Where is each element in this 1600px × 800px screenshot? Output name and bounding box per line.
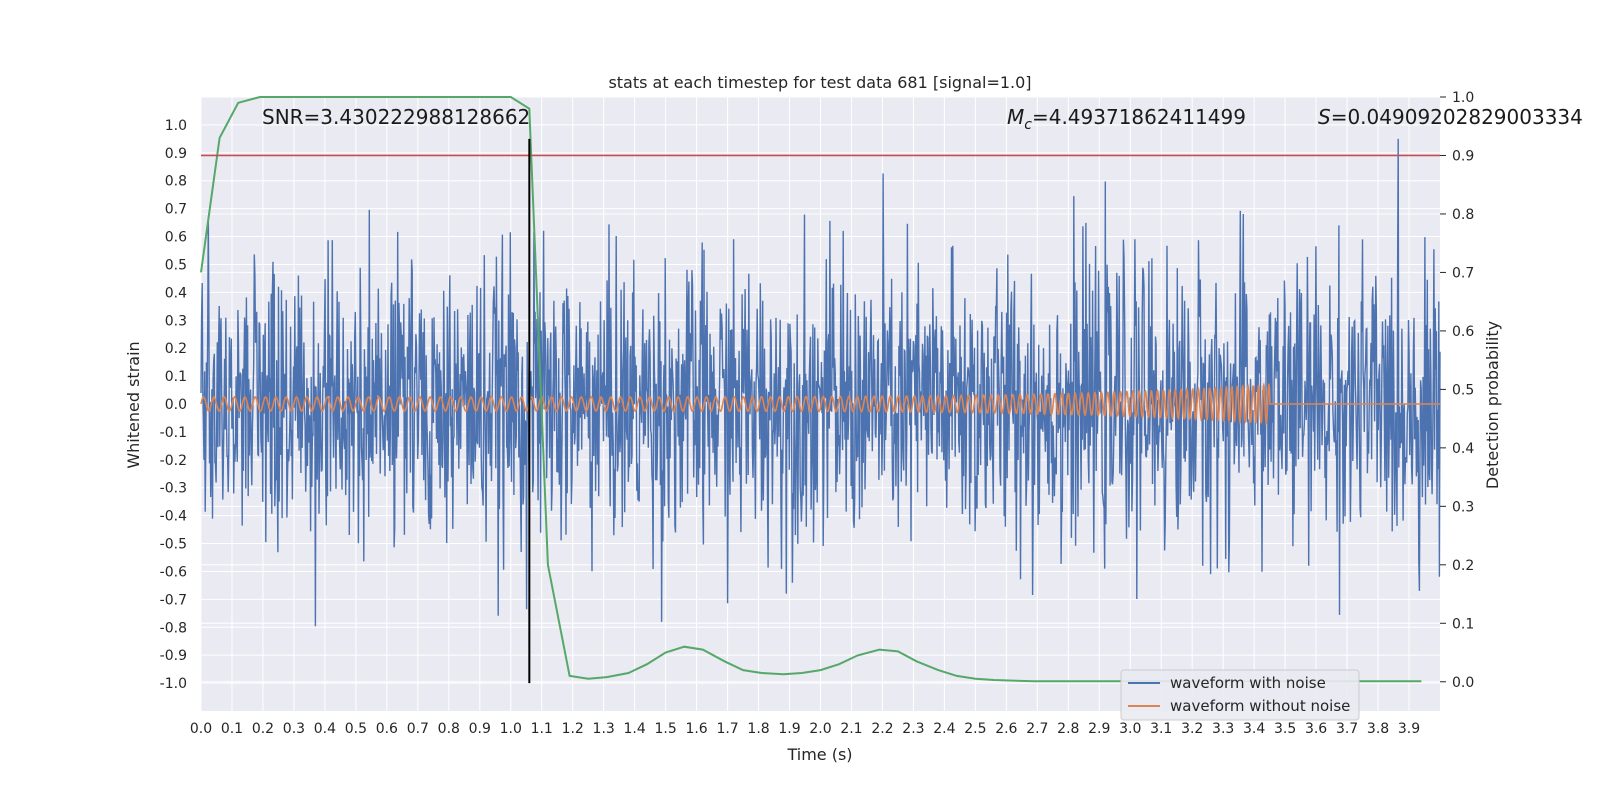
y-axis-label: Whitened strain	[124, 341, 143, 468]
y2-tick-label: 0.1	[1452, 616, 1474, 632]
x-tick-label: 1.5	[654, 721, 676, 737]
series-waveform-without-noise	[200, 381, 1440, 426]
x-tick-label: 0.9	[469, 721, 491, 737]
y2-tick-label: 0.9	[1452, 148, 1474, 164]
s-symbol: S	[1318, 105, 1331, 129]
mc-symbol: M	[1007, 105, 1024, 129]
y2-tick-label: 0.3	[1452, 499, 1474, 515]
reference-lines	[201, 138, 1440, 684]
x-tick-label: 0.1	[221, 721, 243, 737]
y-tick-label: -0.1	[160, 425, 187, 441]
mc-subscript: c	[1024, 117, 1032, 133]
y2-tick-label: 0.2	[1452, 558, 1474, 574]
y-tick-label: 1.0	[165, 118, 187, 134]
x-tick-label: 1.2	[562, 721, 584, 737]
x-tick-label: 2.0	[809, 721, 831, 737]
x-tick-label: 1.9	[778, 721, 800, 737]
y2-tick-label: 0.7	[1452, 265, 1474, 281]
legend: waveform with noise waveform without noi…	[1120, 669, 1360, 721]
y-tick-label: -0.5	[160, 537, 187, 553]
chart-title: stats at each timestep for test data 681…	[608, 73, 1031, 92]
x-axis-label: Time (s)	[786, 745, 852, 764]
legend-box	[1120, 669, 1360, 721]
x-tick-label: 0.0	[190, 721, 212, 737]
x-tick-label: 2.2	[871, 721, 893, 737]
y-tick-label: -0.9	[160, 648, 187, 664]
y-axis-ticks: 1.0 0.9 0.8 0.7 0.6 0.5 0.4 0.3 0.2 0.1 0.0 -0.1 -0.…	[160, 118, 187, 692]
snr-annotation: SNR=3.430222988128662	[262, 105, 530, 129]
x-tick-label: 2.7	[1026, 721, 1048, 737]
y-tick-label: 0.2	[165, 341, 187, 357]
y-tick-label: -0.4	[160, 509, 187, 525]
y-tick-label: 0.6	[165, 230, 187, 246]
y2-tick-label: 0.8	[1452, 207, 1474, 223]
y-tick-label: 0.9	[165, 146, 187, 162]
y2-tick-label: 0.5	[1452, 382, 1474, 398]
x-tick-label: 0.6	[376, 721, 398, 737]
x-tick-label: 3.2	[1181, 721, 1203, 737]
x-tick-label: 3.8	[1367, 721, 1389, 737]
y-tick-label: -0.7	[160, 592, 187, 608]
x-tick-label: 2.8	[1057, 721, 1079, 737]
x-tick-label: 1.6	[685, 721, 707, 737]
x-tick-label: 2.6	[995, 721, 1017, 737]
y2-tick-label: 1.0	[1452, 90, 1474, 106]
x-tick-label: 0.4	[314, 721, 336, 737]
y-tick-label: 0.7	[165, 202, 187, 218]
x-tick-label: 1.8	[747, 721, 769, 737]
x-tick-label: 2.9	[1088, 721, 1110, 737]
x-tick-label: 3.3	[1212, 721, 1234, 737]
y-tick-label: 0.4	[165, 285, 187, 301]
y-tick-label: -0.2	[160, 453, 187, 469]
s-annotation: S=0.04909202829003334	[1318, 105, 1583, 129]
x-tick-label: 3.4	[1243, 721, 1265, 737]
x-tick-label: 2.3	[902, 721, 924, 737]
y-tick-label: 0.3	[165, 313, 187, 329]
clean-waveform-line	[200, 381, 1440, 426]
x-tick-label: 2.5	[964, 721, 986, 737]
x-tick-label: 2.4	[933, 721, 955, 737]
y2-axis-label: Detection probability	[1483, 321, 1502, 489]
x-tick-label: 1.7	[716, 721, 738, 737]
y-tick-label: 0.8	[165, 174, 187, 190]
y2-tick-label: 0.0	[1452, 675, 1474, 691]
x-tick-label: 3.9	[1398, 721, 1420, 737]
y-tick-label: -0.3	[160, 481, 187, 497]
s-value: =0.04909202829003334	[1331, 105, 1583, 129]
chirp-mass-annotation: Mc=4.49371862411499	[1007, 105, 1246, 133]
x-tick-label: 0.5	[345, 721, 367, 737]
x-tick-label: 0.3	[283, 721, 305, 737]
x-tick-label: 1.1	[531, 721, 553, 737]
x-axis-ticks: 0.0 0.1 0.2 0.3 0.4 0.5 0.6 0.7 0.8 0.9 1.0 1.1 1.2 1…	[190, 721, 1420, 737]
y2-tick-label: 0.4	[1452, 441, 1474, 457]
x-tick-label: 3.7	[1336, 721, 1358, 737]
y-tick-label: -1.0	[160, 676, 187, 692]
y-tick-label: 0.1	[165, 369, 187, 385]
x-tick-label: 1.3	[593, 721, 615, 737]
x-tick-label: 1.4	[624, 721, 646, 737]
y-tick-label: -0.6	[160, 564, 187, 580]
mc-value: =4.49371862411499	[1032, 105, 1246, 129]
x-tick-label: 3.6	[1305, 721, 1327, 737]
x-tick-label: 1.0	[500, 721, 522, 737]
y-tick-label: -0.8	[160, 620, 187, 636]
y-tick-label: 0.5	[165, 257, 187, 273]
x-tick-label: 3.0	[1119, 721, 1141, 737]
x-tick-label: 0.7	[407, 721, 429, 737]
y2-tick-label: 0.6	[1452, 324, 1474, 340]
legend-label-noise: waveform with noise	[1170, 674, 1326, 692]
x-tick-label: 0.8	[438, 721, 460, 737]
y2-axis-ticks: 1.0 0.9 0.8 0.7 0.6 0.5 0.4 0.3 0.2 0.1 0.0	[1440, 90, 1474, 691]
x-tick-label: 0.2	[252, 721, 274, 737]
y-tick-label: 0.0	[165, 397, 187, 413]
x-tick-label: 3.1	[1150, 721, 1172, 737]
x-tick-label: 3.5	[1274, 721, 1296, 737]
legend-label-clean: waveform without noise	[1170, 697, 1350, 715]
x-tick-label: 2.1	[840, 721, 862, 737]
